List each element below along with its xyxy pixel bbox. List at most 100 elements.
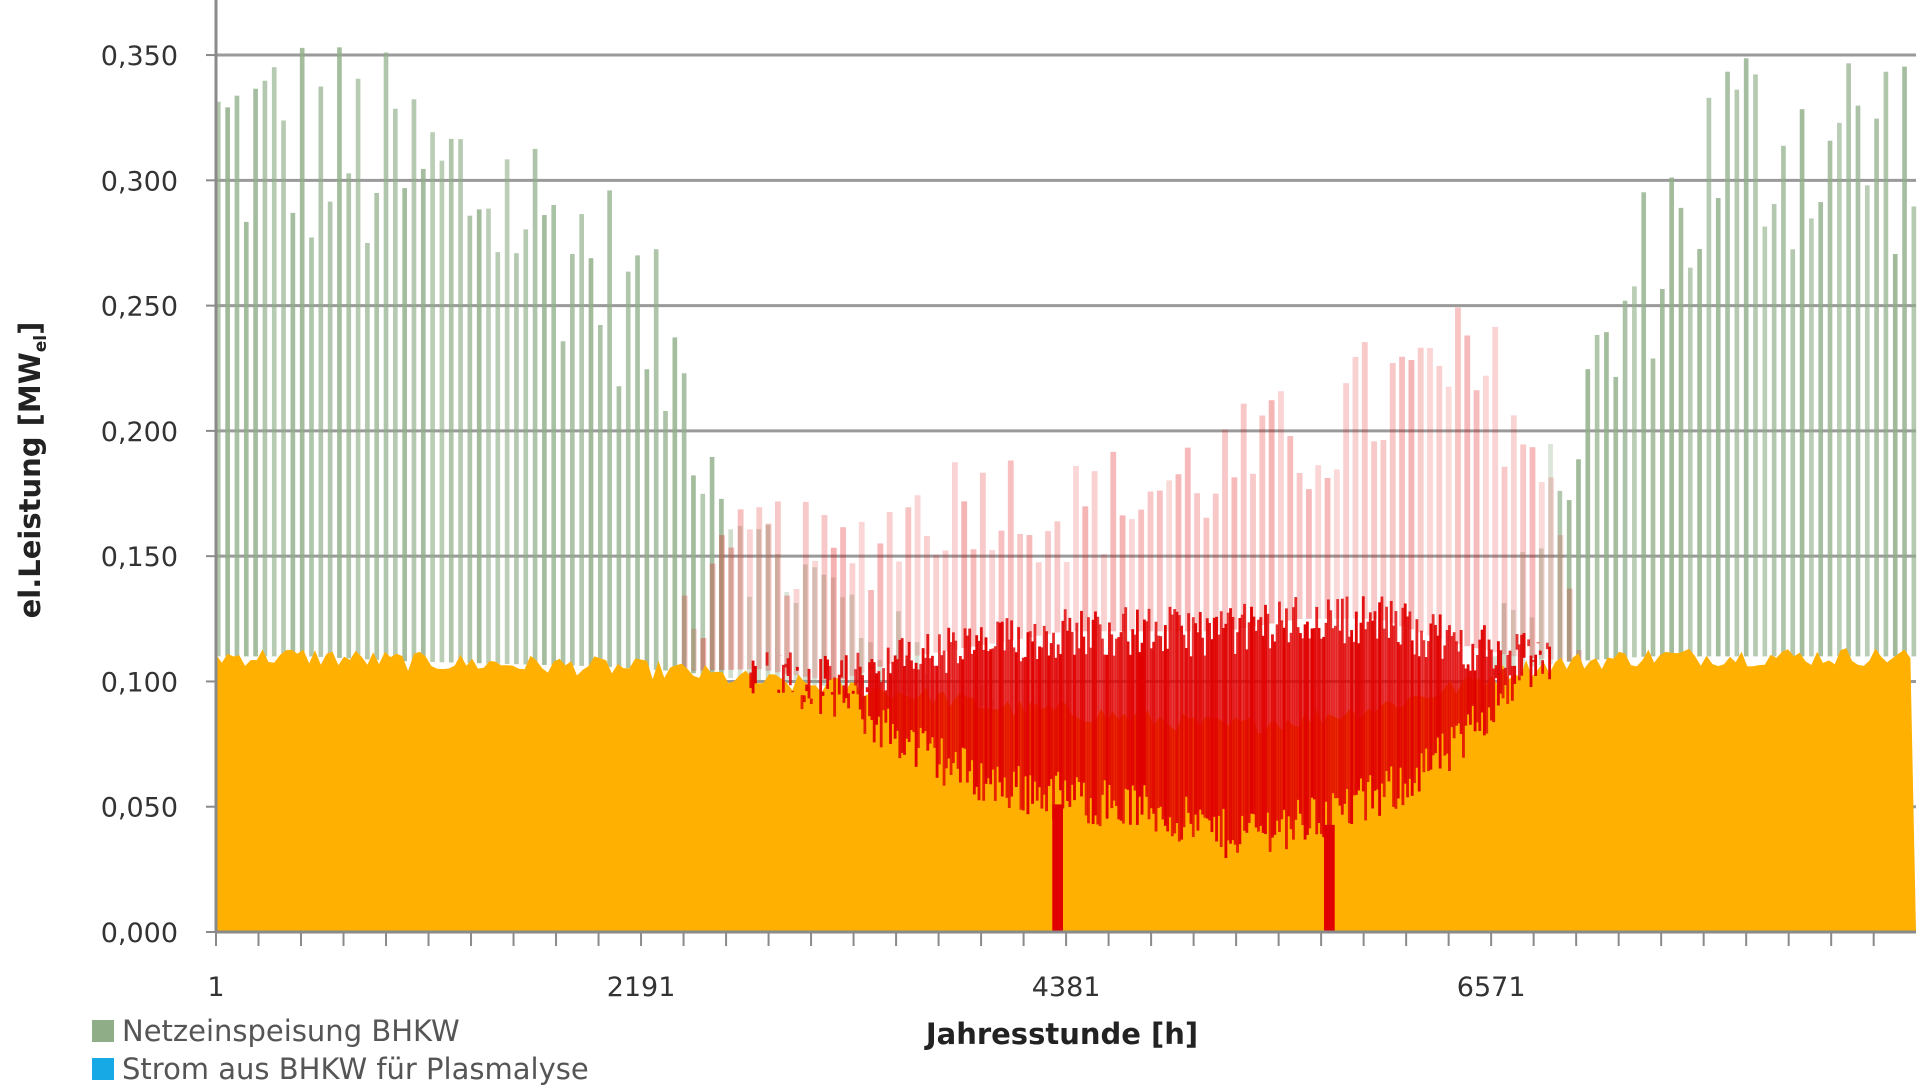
area-spike xyxy=(551,205,556,665)
area-band xyxy=(791,691,794,692)
area-spike xyxy=(961,501,967,648)
area-spike xyxy=(272,67,277,656)
area-band xyxy=(1534,655,1537,676)
area-spike xyxy=(1176,474,1182,631)
area-spike xyxy=(1213,494,1219,632)
area-spike xyxy=(915,495,921,655)
area-spike xyxy=(1623,301,1628,658)
area-band xyxy=(1539,651,1542,655)
area-band xyxy=(754,666,757,683)
y-tick-label: 0,250 xyxy=(101,292,178,323)
area-spike xyxy=(747,529,753,669)
legend-label: Netzeinspeisung BHKW xyxy=(122,1014,460,1048)
area-band xyxy=(833,678,836,717)
area-band xyxy=(808,669,811,699)
area-spike xyxy=(1800,109,1805,656)
area-spike xyxy=(309,237,314,656)
x-tick-label: 1 xyxy=(207,972,224,1003)
area-spike xyxy=(617,386,622,667)
area-spike xyxy=(1446,387,1452,642)
area-spike xyxy=(589,258,594,666)
area-spike xyxy=(887,512,893,664)
area-spike xyxy=(291,213,296,657)
area-spike xyxy=(1558,535,1564,660)
legend-item: Netzeinspeisung BHKW xyxy=(92,1012,589,1050)
area-band xyxy=(1527,639,1530,646)
area-spike xyxy=(980,473,986,645)
area-spike xyxy=(672,337,677,671)
area-spike xyxy=(971,549,977,646)
area-spike xyxy=(803,502,809,677)
area-spike xyxy=(1250,474,1256,627)
area-spike xyxy=(1278,391,1284,622)
area-spike xyxy=(1036,562,1042,635)
area-spike xyxy=(579,214,584,666)
area-band xyxy=(819,659,822,714)
area-band xyxy=(766,652,769,665)
area-spike xyxy=(1362,342,1368,619)
area-spike xyxy=(1371,441,1377,618)
area-spike xyxy=(346,173,351,658)
area-spike xyxy=(1306,489,1312,619)
area-spike xyxy=(1399,357,1405,627)
area-spike xyxy=(1772,204,1777,656)
area-spike xyxy=(766,524,772,671)
area-spike xyxy=(1632,286,1637,657)
area-spike xyxy=(635,255,640,668)
area-spike xyxy=(1408,360,1414,629)
area-spike xyxy=(831,548,837,681)
area-spike xyxy=(1697,249,1702,656)
area-spike xyxy=(1828,141,1833,657)
area-spike xyxy=(1539,482,1545,659)
area-band xyxy=(822,692,825,696)
area-spike xyxy=(859,522,865,673)
area-spike xyxy=(1343,383,1349,619)
area-spike xyxy=(1231,477,1237,629)
area-spike xyxy=(738,509,744,669)
y-axis-title-subscript: el xyxy=(31,335,51,352)
area-spike xyxy=(449,139,454,663)
area-spike xyxy=(1073,466,1079,631)
area-spike xyxy=(1912,206,1917,656)
area-spike xyxy=(458,139,463,663)
legend-label: Strom aus BHKW für Plasmalyse xyxy=(122,1052,589,1086)
area-spike xyxy=(1287,436,1293,621)
area-spike xyxy=(393,109,398,661)
area-spike xyxy=(1027,535,1033,637)
y-tick-label: 0,150 xyxy=(101,542,178,573)
area-spike xyxy=(1530,447,1536,658)
area-spike xyxy=(1455,307,1461,644)
area-spike xyxy=(523,229,528,664)
x-tick-label: 2191 xyxy=(607,972,676,1003)
area-spike xyxy=(225,107,230,656)
area-spike xyxy=(1092,471,1098,631)
area-spike xyxy=(607,190,612,667)
area-spike xyxy=(337,47,342,658)
area-spike xyxy=(1837,123,1842,656)
area-spike xyxy=(1548,477,1554,659)
area-band xyxy=(1541,660,1544,674)
area-spike xyxy=(477,209,482,663)
area-band xyxy=(840,660,843,677)
area-band xyxy=(789,652,792,685)
area-spike xyxy=(663,411,668,671)
area-band xyxy=(838,675,841,695)
area-band xyxy=(1537,642,1540,643)
area-spike xyxy=(868,590,874,670)
area-spike xyxy=(1436,366,1442,638)
y-tick-label: 0,300 xyxy=(101,166,178,197)
area-spike xyxy=(849,563,855,676)
area-band xyxy=(782,665,785,693)
area-spike xyxy=(1138,510,1144,632)
area-spike xyxy=(1604,332,1609,659)
area-spike xyxy=(1725,72,1730,657)
area-spike xyxy=(1483,376,1489,651)
area-spike xyxy=(1418,348,1424,633)
area-spike xyxy=(421,169,426,662)
area-band xyxy=(829,666,832,680)
area-spike xyxy=(1185,448,1191,632)
y-axis-title: el.Leistung [MWel] xyxy=(13,322,51,619)
area-spike xyxy=(1679,208,1684,657)
area-spike xyxy=(486,209,491,664)
